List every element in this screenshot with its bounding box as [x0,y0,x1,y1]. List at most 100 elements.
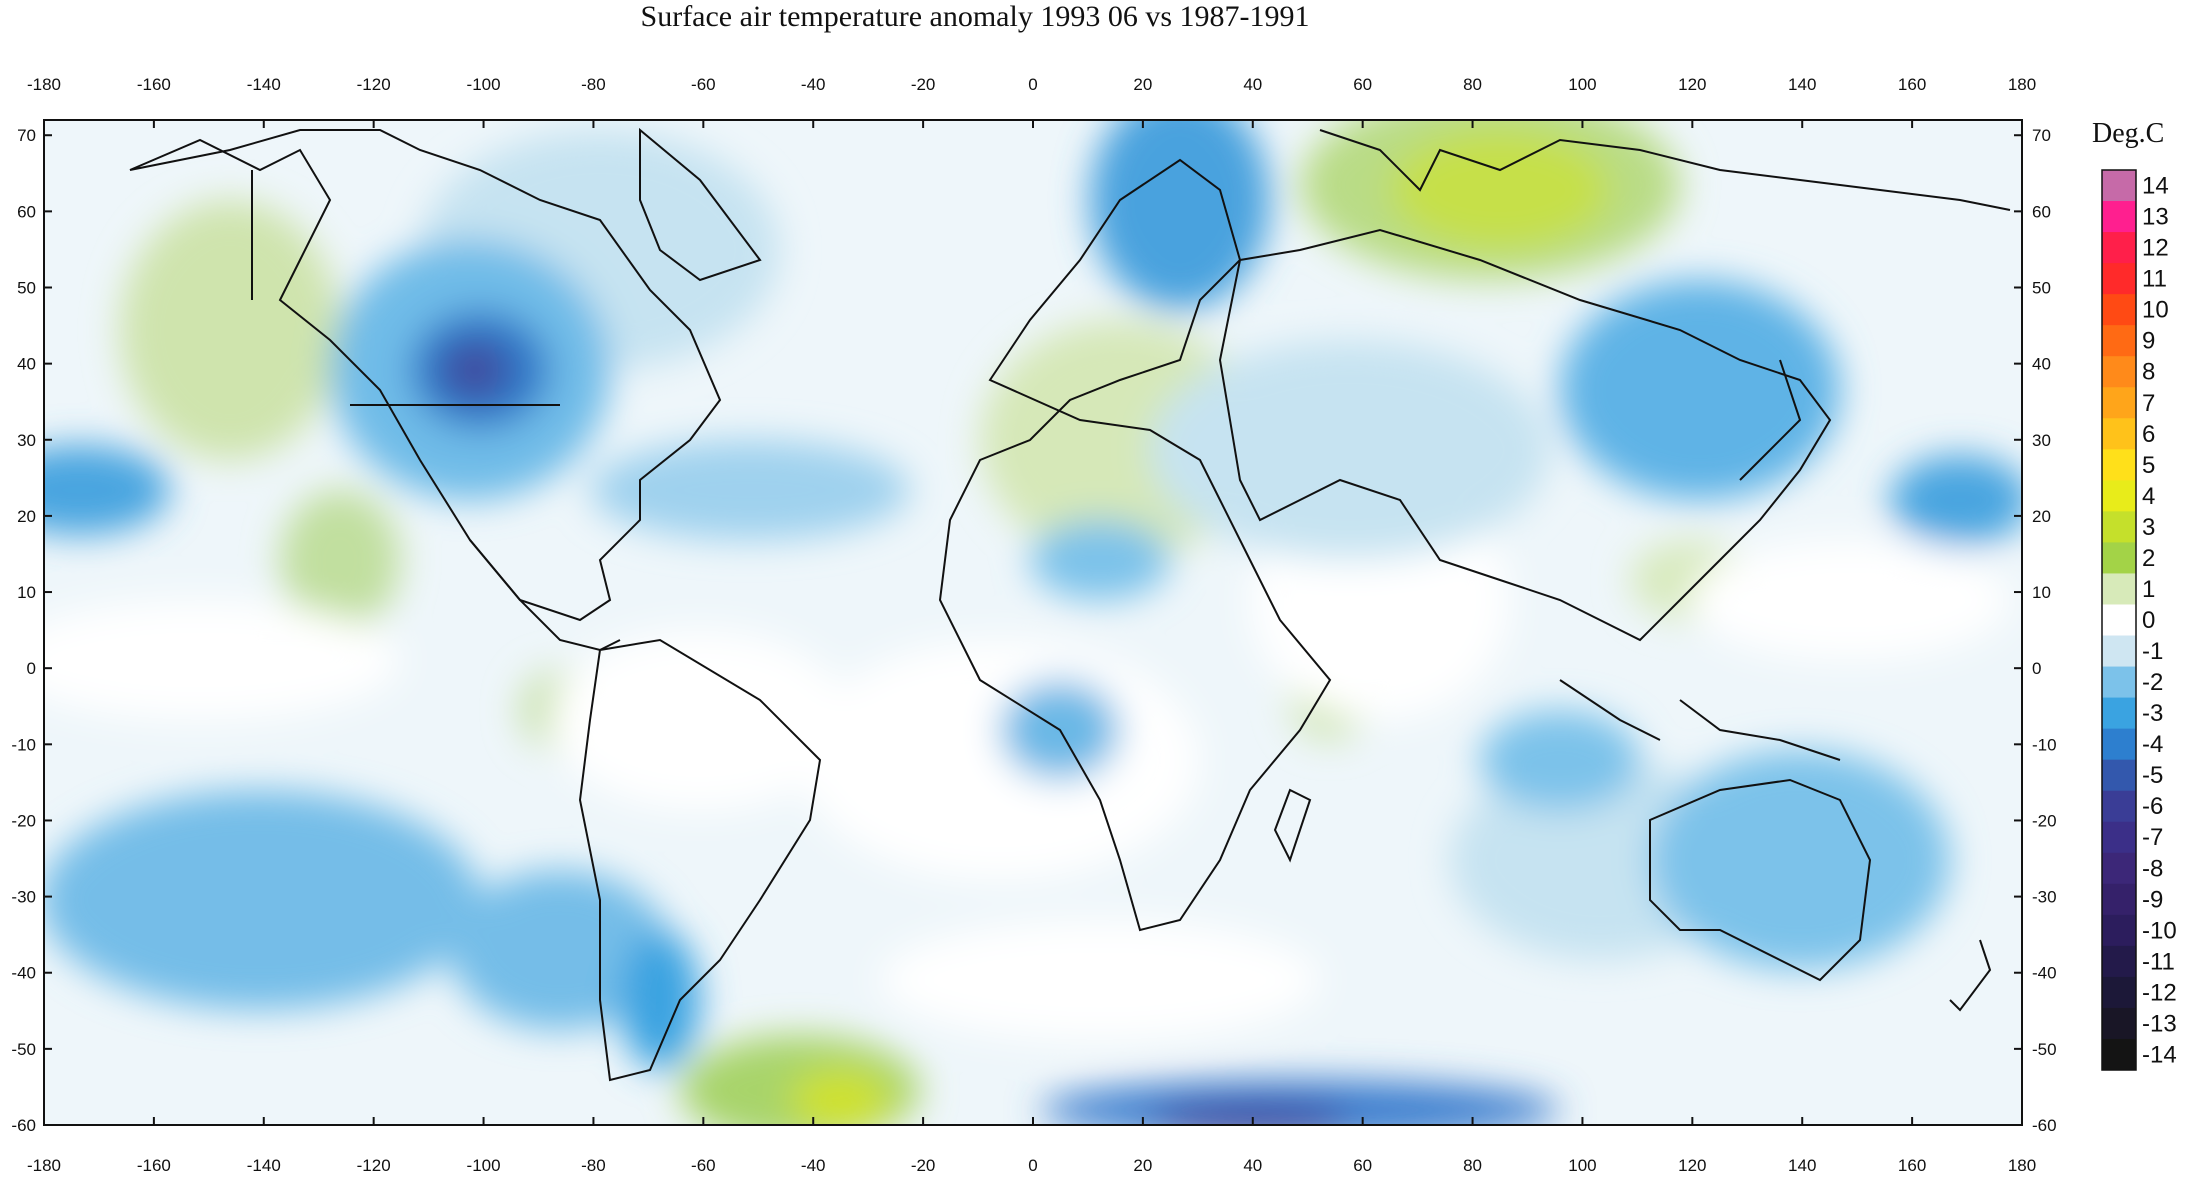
legend-swatch [2102,480,2136,512]
lon-label: 120 [1678,75,1706,94]
legend-tick-label: -10 [2142,917,2177,944]
lon-label: -100 [467,1156,501,1175]
legend-swatch [2102,945,2136,978]
legend-swatch [2102,232,2136,264]
legend-tick-label: 1 [2142,576,2155,603]
legend-tick-label: -8 [2142,855,2163,882]
legend-swatch [2102,573,2136,605]
lat-label: 50 [2032,279,2051,298]
legend-tick-label: 13 [2142,204,2169,231]
legend-swatch [2102,976,2136,1009]
legend-tick-label: 4 [2142,483,2155,510]
legend-swatch [2102,418,2136,450]
legend-swatch [2102,294,2136,326]
legend-tick-label: 3 [2142,514,2155,541]
lon-label: 180 [2008,1156,2036,1175]
lat-label: -30 [2032,888,2057,907]
lat-label: 20 [2032,507,2051,526]
lat-label: 20 [17,507,36,526]
lat-label: 60 [17,202,36,221]
legend-swatch [2102,759,2136,792]
lat-label: 40 [17,355,36,374]
lon-label: 20 [1133,1156,1152,1175]
lon-label: 40 [1243,75,1262,94]
legend-swatch [2102,883,2136,916]
legend-swatch [2102,449,2136,481]
legend-tick-label: 14 [2142,173,2169,200]
legend-swatch [2102,1038,2136,1071]
lon-label: 60 [1353,1156,1372,1175]
legend-tick-label: -14 [2142,1041,2177,1068]
legend-swatch [2102,170,2136,202]
legend-swatch [2102,821,2136,854]
legend-tick-label: 7 [2142,390,2155,417]
legend-tick-label: -9 [2142,886,2163,913]
lon-label: -160 [137,1156,171,1175]
lon-label: 120 [1678,1156,1706,1175]
legend-swatch [2102,728,2136,761]
legend-tick-label: -6 [2142,793,2163,820]
legend-tick-label: -11 [2142,948,2175,975]
legend-tick-label: -13 [2142,1010,2177,1037]
lon-label: 0 [1028,75,1037,94]
lon-label: 0 [1028,1156,1037,1175]
legend-title: Deg.C [2092,118,2165,149]
legend-tick-label: 10 [2142,297,2169,324]
lat-label: 0 [2032,659,2041,678]
legend-tick-label: 2 [2142,545,2155,572]
longitude-labels-top: -180 -160 -140 -120 -100 -80 -60 -40 -20 0 20 40 60 8… [27,75,2036,94]
lon-label: -80 [581,75,606,94]
lon-label: -60 [691,1156,716,1175]
legend-swatch [2102,387,2136,419]
lon-label: -80 [581,1156,606,1175]
anomaly-field [44,120,2022,1125]
lon-label: 100 [1568,1156,1596,1175]
legend-tick-label: -1 [2142,638,2163,665]
lat-label: -20 [11,811,36,830]
legend-swatch [2102,635,2136,668]
lon-label: 40 [1243,1156,1262,1175]
lon-label: -180 [27,75,61,94]
legend-swatch [2102,852,2136,885]
legend-tick-label: 9 [2142,328,2155,355]
lat-label: -60 [2032,1116,2057,1135]
lon-label: -20 [911,1156,936,1175]
lon-label: -120 [357,75,391,94]
legend-tick-label: 0 [2142,607,2155,634]
lat-label: 30 [17,431,36,450]
lat-label: -50 [11,1040,36,1059]
lon-label: -160 [137,75,171,94]
legend-tick-label: -7 [2142,824,2163,851]
lon-label: -140 [247,1156,281,1175]
axis-labels: -180 -160 -140 -120 -100 -80 -60 -40 -20 0 20 40 60 8… [11,75,2056,1175]
lat-label: 10 [17,583,36,602]
lon-label: -120 [357,1156,391,1175]
legend-swatch [2102,914,2136,947]
lon-label: 140 [1788,75,1816,94]
legend-tick-label: 6 [2142,421,2155,448]
lat-label: -10 [11,735,36,754]
lon-label: -20 [911,75,936,94]
lon-label: -180 [27,1156,61,1175]
lat-label: -50 [2032,1040,2057,1059]
lat-label: 60 [2032,202,2051,221]
legend-swatch [2102,356,2136,388]
lat-label: 10 [2032,583,2051,602]
legend-tick-label: -12 [2142,979,2177,1006]
legend-swatch [2102,666,2136,699]
lon-label: 60 [1353,75,1372,94]
legend-swatch [2102,542,2136,574]
lon-label: 180 [2008,75,2036,94]
lon-label: -100 [467,75,501,94]
lat-label: -40 [2032,964,2057,983]
legend-tick-label: -3 [2142,700,2163,727]
legend-tick-label: -5 [2142,762,2163,789]
lon-label: 100 [1568,75,1596,94]
legend-swatch [2102,325,2136,357]
longitude-labels-bottom: -180 -160 -140 -120 -100 -80 -60 -40 -20 0 20 40 60 8… [27,1156,2036,1175]
map-title: Surface air temperature anomaly 1993 06 … [640,0,1310,33]
legend-swatch [2102,1007,2136,1040]
legend-colorbar: 14131211109876543210-1-2-3-4-5-6-7-8-9-1… [2101,169,2177,1071]
tick-marks [43,120,2023,1126]
lon-label: 80 [1463,75,1482,94]
